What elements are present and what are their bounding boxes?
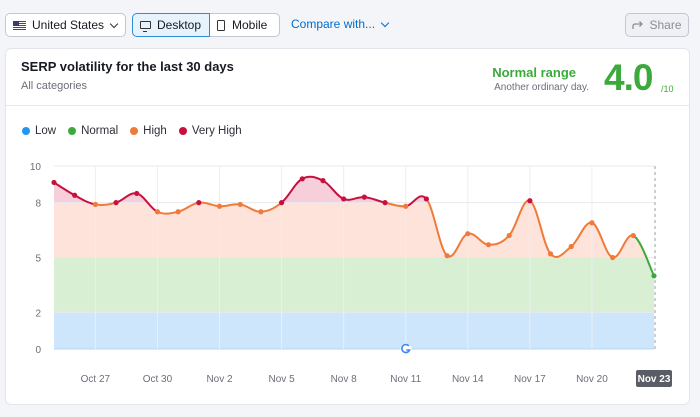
legend-label: Normal	[81, 125, 119, 137]
chevron-down-icon	[109, 19, 119, 28]
x-tick-label: Nov 8	[331, 374, 358, 385]
compare-dropdown[interactable]: Compare with...	[291, 17, 390, 31]
data-point	[175, 209, 181, 215]
data-point	[568, 243, 574, 250]
card-subtitle: All categories	[21, 80, 88, 92]
country-label: United States	[32, 18, 105, 32]
toolbar: United States Desktop Mobile Compare wit…	[0, 0, 700, 48]
data-point	[485, 242, 492, 248]
band-very-high	[54, 176, 654, 203]
country-select[interactable]: United States	[5, 13, 126, 37]
legend-dot	[130, 127, 139, 135]
chevron-down-icon	[380, 18, 390, 27]
series-segment	[425, 198, 448, 257]
legend-label: Very High	[191, 125, 242, 137]
data-point	[506, 232, 512, 239]
data-point	[320, 178, 326, 184]
data-point	[113, 200, 119, 206]
legend-dot	[22, 127, 30, 135]
y-tick-label: 10	[30, 162, 42, 173]
selected-date-badge	[636, 370, 672, 387]
desktop-label: Desktop	[157, 18, 202, 32]
volatility-score: 4.0	[604, 57, 653, 98]
data-point	[527, 198, 533, 204]
data-point	[651, 273, 657, 279]
data-point	[465, 231, 471, 237]
monitor-icon	[140, 21, 151, 32]
data-point	[278, 200, 285, 206]
google-update-icon	[401, 343, 411, 354]
data-point	[610, 254, 616, 261]
volatility-card: SERP volatility for the last 30 days All…	[5, 48, 690, 405]
legend-low[interactable]: Low	[22, 125, 56, 137]
data-point	[547, 251, 554, 257]
desktop-button[interactable]: Desktop	[132, 13, 210, 37]
data-point	[382, 200, 388, 206]
y-tick-label: 8	[35, 199, 41, 210]
x-tick-label: Nov 23	[638, 374, 671, 385]
legend-very-high[interactable]: Very High	[178, 125, 242, 137]
data-point	[361, 194, 367, 200]
phone-icon	[217, 19, 225, 31]
score-denominator: /10	[661, 84, 674, 94]
y-tick-label: 5	[35, 254, 41, 265]
data-point	[299, 176, 305, 182]
y-tick-label: 0	[35, 345, 41, 356]
share-label: Share	[649, 18, 682, 32]
x-tick-label: Nov 14	[452, 374, 484, 385]
share-icon	[632, 21, 644, 29]
share-button[interactable]: Share	[625, 13, 689, 37]
data-point	[258, 209, 264, 215]
chart-legend: Low Normal High Very High	[22, 125, 254, 137]
series-segment	[157, 210, 179, 215]
card-title: SERP volatility for the last 30 days	[21, 59, 234, 74]
data-point	[423, 196, 430, 202]
data-point	[589, 220, 595, 226]
band-low	[54, 312, 654, 349]
legend-dot	[178, 127, 187, 135]
data-point	[154, 209, 161, 215]
data-point	[72, 192, 78, 198]
x-tick-label: Nov 11	[390, 374, 421, 385]
compare-label: Compare with...	[291, 17, 376, 31]
data-point	[196, 200, 202, 206]
data-point	[51, 179, 57, 186]
data-point	[444, 253, 450, 259]
legend-normal[interactable]: Normal	[68, 125, 118, 137]
y-tick-label: 2	[35, 308, 41, 319]
card-header: SERP volatility for the last 30 days All…	[6, 49, 689, 106]
legend-high[interactable]: High	[130, 125, 167, 137]
legend-dot	[68, 127, 77, 135]
data-point	[341, 196, 347, 202]
x-tick-label: Nov 5	[269, 374, 296, 385]
series-segment	[529, 199, 552, 255]
range-sub: Another ordinary day.	[494, 82, 589, 93]
volatility-chart[interactable]: 10 8 5 2 0 Oct 27 Oct 30 Nov 2 Nov 5 Nov 8 Nov 11 N…	[6, 49, 691, 406]
data-point	[237, 201, 243, 208]
x-tick-label: Nov 17	[514, 374, 546, 385]
legend-label: Low	[35, 125, 57, 137]
data-point	[134, 190, 140, 197]
range-label: Normal range	[492, 65, 576, 80]
mobile-button[interactable]: Mobile	[210, 13, 280, 37]
x-tick-label: Oct 30	[143, 374, 173, 385]
x-tick-label: Nov 20	[576, 374, 608, 385]
mobile-label: Mobile	[232, 18, 268, 32]
legend-label: High	[143, 125, 167, 137]
data-point	[216, 203, 223, 209]
data-point	[92, 201, 98, 208]
band-normal	[54, 257, 654, 313]
data-point	[630, 232, 636, 239]
us-flag-icon	[13, 20, 26, 30]
band-high	[54, 202, 654, 258]
data-point	[403, 203, 409, 209]
x-tick-label: Nov 2	[206, 374, 233, 385]
device-toggle: Desktop Mobile	[132, 13, 280, 37]
x-tick-label: Oct 27	[81, 374, 111, 385]
